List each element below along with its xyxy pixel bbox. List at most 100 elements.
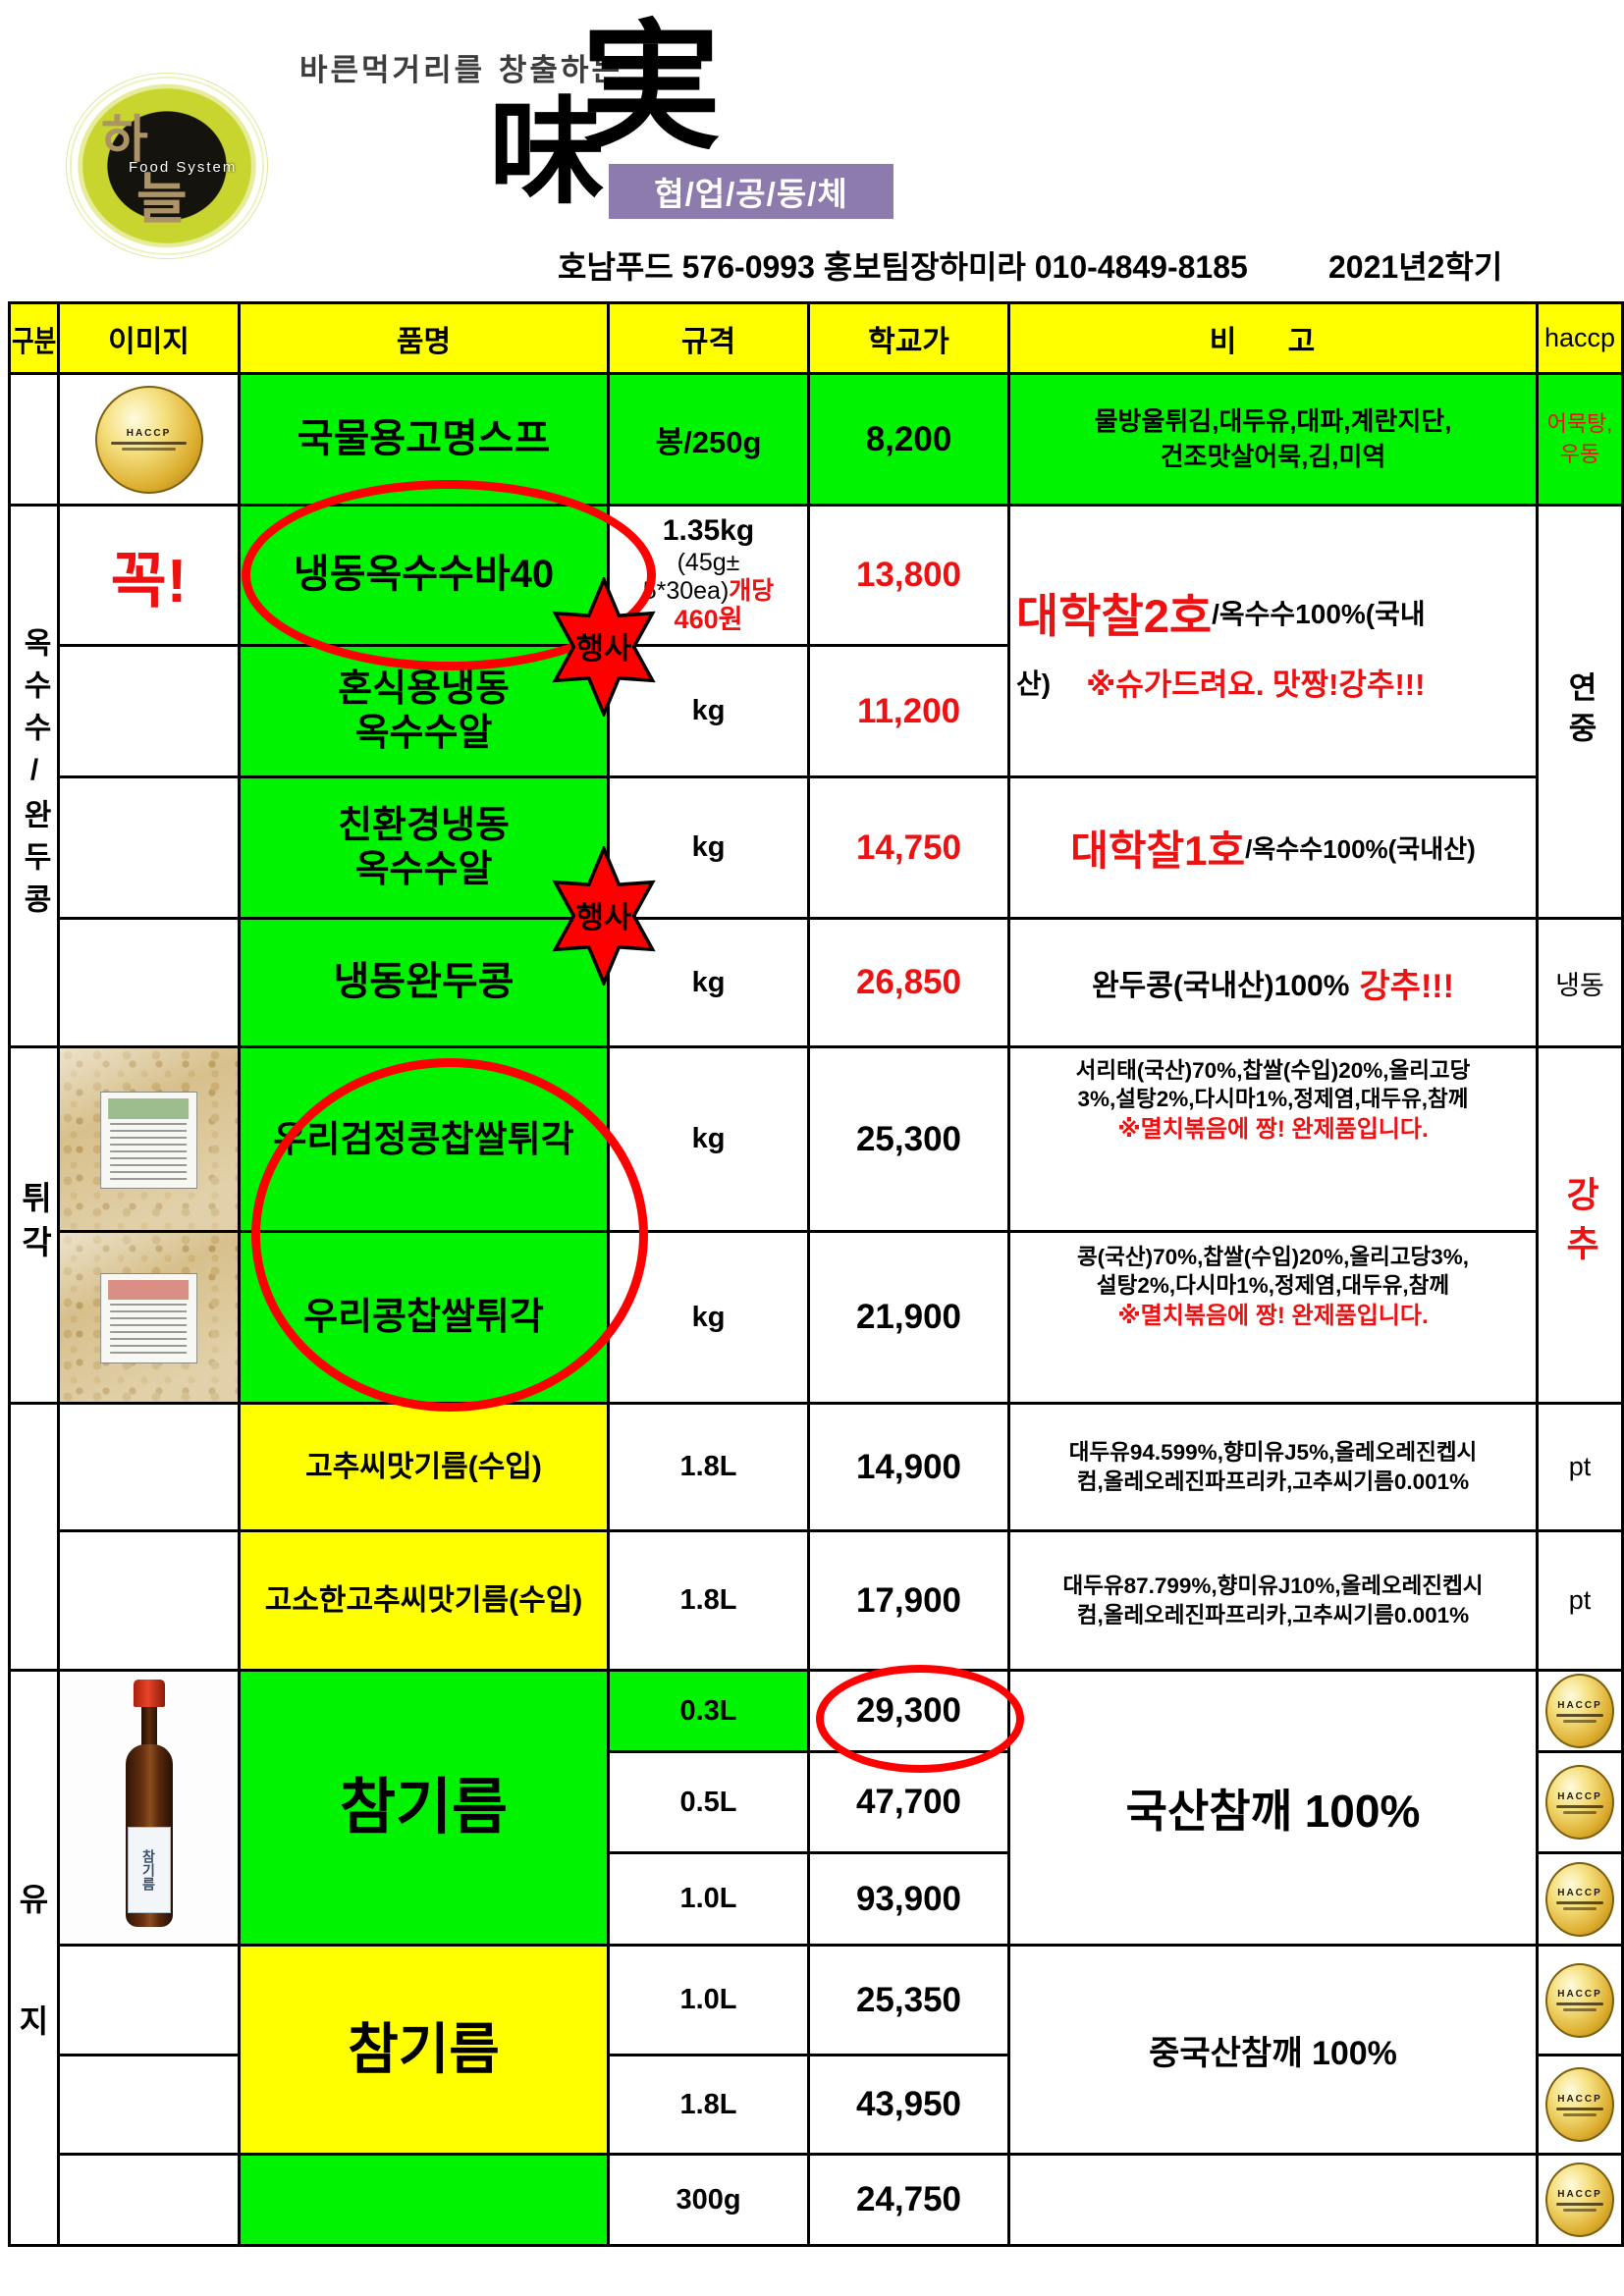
spec-cell: 봉/250g [610,375,810,507]
haccp-cell: pt [1539,1405,1624,1532]
category-cell-empty [11,375,60,507]
note-cell: 콩(국산)70%,찹쌀(수입)20%,올리고당3%, 설탕2%,다시마1%,정제… [1010,1233,1539,1405]
price-cell: 93,900 [810,1854,1010,1947]
product-name: 참기름 [241,1672,610,1947]
note-cell: 완두콩(국내산)100% 강추!!! [1010,920,1539,1048]
event-star-2: 행사 [546,846,662,986]
haccp-badge-icon: HACCP [1545,2067,1614,2142]
price-cell: 25,350 [810,1947,1010,2056]
price-cell: 14,750 [810,778,1010,920]
contact-line: 호남푸드 576-0993 홍보팀장하미라 010-4849-8185 [558,249,1248,285]
category-twigak: 튀각 [11,1048,60,1405]
category-oils: 유 지 [11,1672,60,2247]
bean-bag-photo-2 [60,1233,238,1402]
image-soybean-bag-photo [60,1233,241,1405]
col-header-note: 비 고 [1010,304,1539,375]
spec-cell: kg [610,1233,810,1405]
col-header-price: 학교가 [810,304,1010,375]
note-cell: 대두유94.599%,향미유J5%,올레오레진켑시 컴,올레오레진파프리카,고추씨… [1010,1405,1539,1532]
product-name: 참기름 [241,1947,610,2156]
image-cell-empty [60,2056,241,2156]
product-name: 냉동완두콩 [241,920,610,1048]
image-haccp-badge-cell: HACCP [60,375,241,507]
col-header-image: 이미지 [60,304,241,375]
spec-cell: 1.0L [610,1947,810,2056]
spec-cell: 1.8L [610,2056,810,2156]
price-cell: 13,800 [810,507,1010,647]
note-cell-empty [1010,2156,1539,2247]
price-cell: 47,700 [810,1753,1010,1854]
note-cell: 대학찰1호 /옥수수100%(국내산) [1010,778,1539,920]
haccp-cell: pt [1539,1532,1624,1672]
image-cell-empty [60,778,241,920]
spec-cell: 1.35kg (45g± 5*30ea)개당 460원 [610,507,810,647]
col-header-spec: 규격 [610,304,810,375]
event-star-1: 행사 [546,577,662,717]
haccp-cell-merged: 강추 [1539,1048,1624,1405]
category-cell-empty-2 [11,1405,60,1672]
haccp-cell: 어묵탕, 우동 [1539,375,1624,507]
note-cell: 서리태(국산)70%,찹쌀(수입)20%,올리고당 3%,설탕2%,다시마1%,… [1010,1048,1539,1233]
note-cell-merged: 중국산참깨 100% [1010,1947,1539,2156]
event-star-label: 행사 [576,901,631,934]
image-cell-empty [60,2156,241,2247]
logo-subtitle: Food System [129,159,238,176]
red-oval-twigak [251,1058,648,1412]
logo-calligraphy-2: 늘 [136,167,188,232]
brand-coop-badge: 협/업/공/동/체 [609,164,893,219]
col-header-haccp: haccp [1539,304,1624,375]
haccp-badge-icon: HACCP [1545,1765,1614,1840]
brand-tagline: 바른먹거리를 창출하는 [299,53,623,88]
haccp-cell: HACCP [1539,1672,1624,1753]
spec-cell: 1.8L [610,1532,810,1672]
image-cell-empty [60,647,241,778]
image-cell-empty [60,1405,241,1532]
haccp-cell: HACCP [1539,1947,1624,2056]
spec-cell: kg [610,778,810,920]
product-name: 고소한고추씨맛기름(수입) [241,1532,610,1672]
spec-cell: kg [610,647,810,778]
haneul-logo: 하 늘 Food System [72,79,262,253]
event-star-label: 행사 [576,632,631,666]
price-cell: 43,950 [810,2056,1010,2156]
product-name: 고추씨맛기름(수입) [241,1405,610,1532]
spec-cell: kg [610,1048,810,1233]
spec-cell: 0.3L [610,1672,810,1753]
spec-cell: 1.0L [610,1854,810,1947]
must-mark: 꼭! [110,548,188,615]
col-header-gubun: 구분 [11,304,60,375]
price-cell: 24,750 [810,2156,1010,2247]
product-name: 친환경냉동 옥수수알 [241,778,610,920]
price-cell: 25,300 [810,1048,1010,1233]
image-cell-empty [60,1947,241,2056]
red-oval-corn-bar [242,480,656,670]
image-cell-empty [60,920,241,1048]
haccp-cell: HACCP [1539,1753,1624,1854]
haccp-cell-merged: 연중 [1539,507,1624,920]
col-header-name: 품명 [241,304,610,375]
spec-cell: kg [610,920,810,1048]
haccp-badge-icon: HACCP [1545,1674,1614,1748]
spec-cell: 300g [610,2156,810,2247]
haccp-badge-icon: HACCP [94,385,203,494]
red-circle-price [816,1665,1024,1773]
bottle-cap [133,1680,165,1707]
brand-hanja-mi: 味 [489,83,606,220]
spec-cell: 1.8L [610,1405,810,1532]
product-name: 혼식용냉동 옥수수알 [241,647,610,778]
semester-label: 2021년2학기 [1328,249,1503,285]
price-cell: 17,900 [810,1532,1010,1672]
price-cell: 11,200 [810,647,1010,778]
brand-hanja-sil: 実 [581,6,721,169]
bean-bag-photo [60,1048,238,1230]
note-cell: 대두유87.799%,향미유J10%,올레오레진켑시 컴,올레오레진파프리카,고추… [1010,1532,1539,1672]
category-corn-peas: 옥수수/완두콩 [11,507,60,1048]
price-table: 구분 이미지 품명 규격 학교가 비 고 haccp 옥수수/완두콩 튀각 유 … [8,301,1624,2247]
product-name-empty [241,2156,610,2247]
note-cell-merged: 대학찰2호 /옥수수100%(국내 산) ※슈가드려요. 맛짱!강추!!! [1010,507,1539,778]
haccp-badge-icon: HACCP [1545,2163,1614,2237]
spec-cell: 0.5L [610,1753,810,1854]
price-cell: 26,850 [810,920,1010,1048]
image-must-mark-cell: 꼭! [60,507,241,647]
image-cell-empty [60,1532,241,1672]
